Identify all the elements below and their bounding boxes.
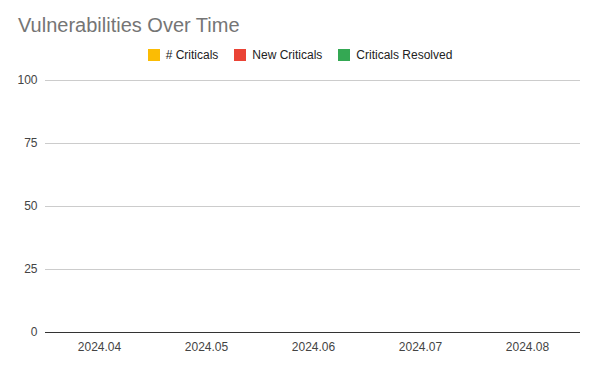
svg-text:2024.06: 2024.06 <box>292 340 336 354</box>
svg-text:0: 0 <box>31 325 38 339</box>
html-text:Vulnerabilities Over Time: Vulnerabilities Over Time <box>18 14 240 36</box>
svg-text:2024.04: 2024.04 <box>78 340 122 354</box>
svg-text:2024.07: 2024.07 <box>399 340 443 354</box>
svg-text:75: 75 <box>24 136 38 150</box>
html-text:New Criticals: New Criticals <box>252 48 323 62</box>
html-text:Criticals Resolved: Criticals Resolved <box>356 48 453 62</box>
svg-text:25: 25 <box>24 262 38 276</box>
svg-text:2024.05: 2024.05 <box>185 340 229 354</box>
svg-text:2024.08: 2024.08 <box>506 340 550 354</box>
svg-text:50: 50 <box>24 199 38 213</box>
html-text:# Criticals: # Criticals <box>165 48 219 62</box>
svg-text:100: 100 <box>17 73 37 87</box>
